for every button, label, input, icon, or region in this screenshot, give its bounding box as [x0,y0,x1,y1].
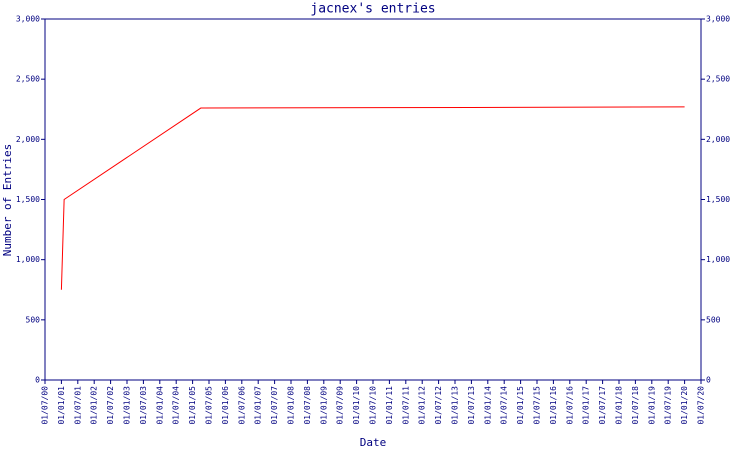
x-tick-label: 01/01/19 [647,386,656,425]
x-tick-label: 01/01/03 [123,386,132,425]
x-tick-label: 01/07/19 [664,386,673,425]
x-tick-label: 01/07/11 [401,386,410,425]
x-tick-label: 01/01/18 [615,386,624,425]
x-tick-label: 01/07/18 [631,386,640,425]
data-line [60,106,685,290]
y-tick-label: 0 [35,376,40,385]
x-tick-label: 01/07/13 [467,386,476,425]
x-tick-label: 01/07/12 [434,386,443,425]
x-tick-label: 01/07/14 [500,386,509,425]
x-tick-label: 01/01/10 [352,386,361,425]
x-tick-label: 01/01/11 [385,386,394,425]
x-tick-label: 01/01/04 [155,386,164,425]
x-axis-label: Date [360,436,387,449]
x-tick-label: 01/07/17 [598,386,607,425]
x-tick-label: 01/07/16 [565,386,574,425]
chart-title: jacnex's entries [310,2,435,17]
x-tick-label: 01/01/13 [451,386,460,425]
y2-tick-label: 1,500 [706,195,730,204]
x-tick-label: 01/01/16 [549,386,558,425]
y-tick-label: 3,000 [16,15,40,24]
y2-tick-label: 3,000 [706,15,730,24]
x-tick-label: 01/01/09 [319,386,328,425]
x-tick-label: 01/01/12 [418,386,427,425]
x-tick-label: 01/07/01 [73,386,82,425]
x-tick-label: 01/07/09 [336,386,345,425]
y-tick-label: 1,500 [16,195,40,204]
y2-tick-label: 2,000 [706,135,730,144]
x-tick-label: 01/07/05 [205,386,214,425]
x-tick-label: 01/07/08 [303,386,312,425]
x-tick-label: 01/01/06 [221,386,230,425]
x-tick-label: 01/01/20 [680,386,689,425]
x-tick-label: 01/07/15 [533,386,542,425]
x-tick-label: 01/07/07 [270,386,279,425]
x-tick-label: 01/07/06 [237,386,246,425]
x-tick-label: 01/01/05 [188,386,197,425]
x-tick-label: 01/07/00 [41,386,50,425]
y-tick-label: 1,000 [16,255,40,264]
x-tick-label: 01/01/08 [287,386,296,425]
x-tick-label: 01/01/14 [483,386,492,425]
x-tick-label: 01/07/04 [172,386,181,425]
y-tick-label: 500 [26,315,41,324]
x-tick-label: 01/07/20 [697,386,706,425]
y2-tick-label: 0 [706,376,711,385]
y2-tick-label: 1,000 [706,255,730,264]
x-tick-label: 01/01/17 [582,386,591,425]
x-tick-label: 01/01/15 [516,386,525,425]
y-tick-label: 2,500 [16,75,40,84]
x-tick-label: 01/01/07 [254,386,263,425]
y-tick-label: 2,000 [16,135,40,144]
x-tick-label: 01/07/10 [369,386,378,425]
x-tick-label: 01/01/02 [90,386,99,425]
y-axis-label: Number of Entries [1,144,14,257]
x-tick-label: 01/01/01 [57,386,66,425]
x-tick-label: 01/07/03 [139,386,148,425]
x-tick-label: 01/07/02 [106,386,115,425]
y2-tick-label: 2,500 [706,75,730,84]
y2-tick-label: 500 [706,315,721,324]
